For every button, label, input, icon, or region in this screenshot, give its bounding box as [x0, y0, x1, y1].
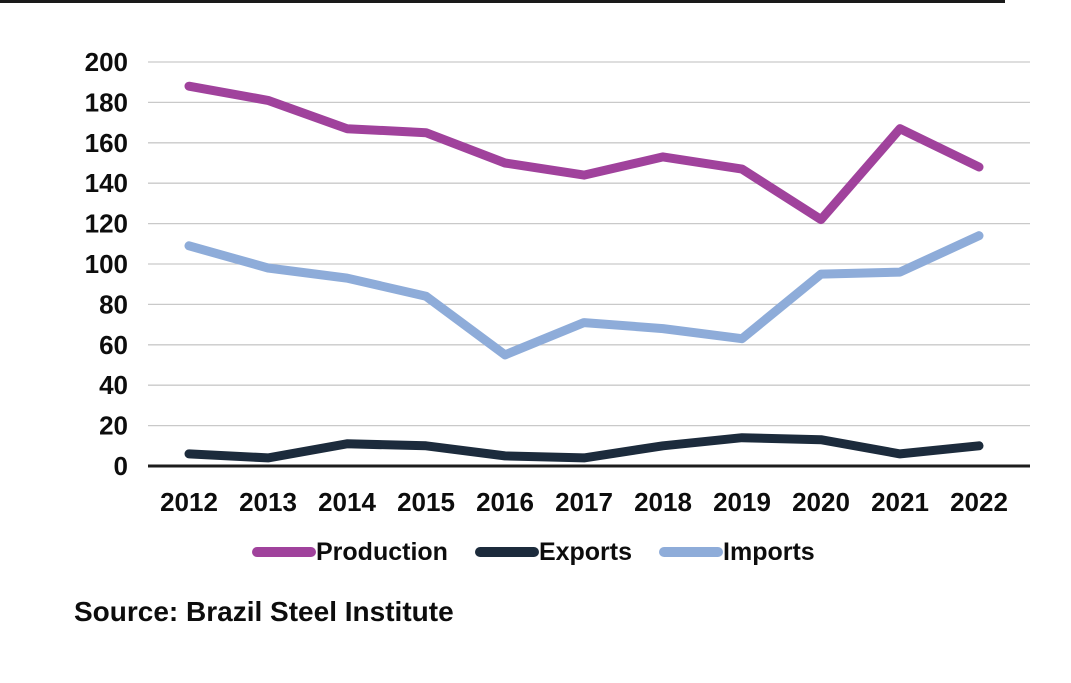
y-axis-tick-label: 140	[85, 168, 128, 198]
y-axis-tick-label: 0	[114, 451, 128, 481]
y-axis-tick-label: 200	[85, 47, 128, 77]
x-axis-tick-label: 2012	[160, 487, 218, 517]
y-axis-tick-label: 180	[85, 87, 128, 117]
series-line-imports	[184, 231, 984, 360]
legend-label: Imports	[723, 537, 815, 566]
x-axis-tick-label: 2019	[713, 487, 771, 517]
legend-swatch-icon	[474, 547, 539, 557]
y-axis-tick-label: 100	[85, 249, 128, 279]
y-axis-tick-label: 20	[99, 411, 128, 441]
x-axis-tick-label: 2020	[792, 487, 850, 517]
x-axis-tick-label: 2018	[634, 487, 692, 517]
legend-item-exports: Exports	[474, 537, 633, 566]
top-border-line	[0, 0, 1005, 3]
legend-swatch-icon	[659, 547, 724, 557]
legend-label: Exports	[538, 537, 633, 566]
legend-swatch-icon	[252, 547, 316, 557]
x-axis-tick-label: 2013	[239, 487, 297, 517]
series-line-exports	[184, 433, 984, 463]
y-axis-tick-label: 80	[99, 289, 128, 319]
y-axis-tick-label: 40	[99, 370, 128, 400]
x-axis-tick-label: 2022	[950, 487, 1008, 517]
y-axis-tick-label: 60	[99, 330, 128, 360]
y-axis-tick-label: 120	[85, 209, 128, 239]
y-axis-tick-label: 160	[85, 128, 128, 158]
x-axis-tick-label: 2015	[397, 487, 455, 517]
x-axis-tick-label: 2021	[871, 487, 929, 517]
x-axis-tick-label: 2017	[555, 487, 613, 517]
source-note: Source: Brazil Steel Institute	[74, 596, 454, 627]
x-axis-tick-label: 2014	[318, 487, 376, 517]
legend-item-imports: Imports	[659, 537, 815, 566]
chart-legend: Production Exports Imports	[252, 536, 815, 568]
series-line-production	[184, 81, 984, 225]
x-axis-tick-label: 2016	[476, 487, 534, 517]
legend-label: Production	[316, 537, 448, 566]
legend-item-production: Production	[252, 537, 448, 566]
